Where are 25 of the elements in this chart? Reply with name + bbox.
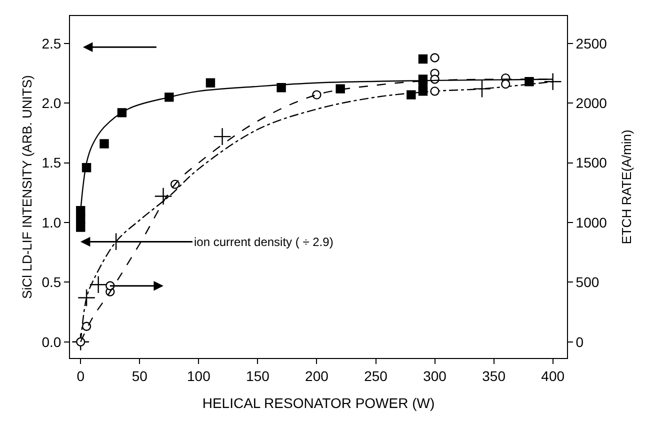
x-tick-label: 200	[305, 368, 329, 384]
x-axis-title: HELICAL RESONATOR POWER (W)	[202, 395, 435, 412]
x-tick-label: 300	[423, 368, 447, 384]
y-tick-label: 0.0	[42, 334, 62, 350]
x-tick-label: 100	[187, 368, 211, 384]
y2-tick-label: 1000	[576, 214, 608, 230]
y-axis-title: SiCl LD-LIF INTENSITY (ARB. UNITS)	[20, 75, 35, 299]
y2-axis-title: ETCH RATE(A/min)	[618, 130, 634, 244]
x-tick-label: 0	[76, 368, 85, 384]
y-tick-label: 2.0	[42, 95, 62, 112]
y-tick-label: 2.5	[42, 35, 62, 52]
y-tick-label: 1.0	[42, 214, 62, 230]
y2-tick-label: 2000	[576, 95, 608, 112]
y2-tick-label: 2500	[576, 35, 608, 52]
x-tick-label: 250	[364, 368, 388, 384]
x-tick-label: 150	[246, 368, 270, 384]
x-tick-label: 400	[541, 368, 565, 384]
y2-tick-label: 1500	[576, 154, 608, 171]
x-tick-label: 50	[132, 368, 148, 384]
y2-tick-label: 0	[576, 334, 584, 350]
y-tick-label: 0.5	[42, 274, 62, 290]
annotation: ion current density ( ÷ 2.9)	[194, 235, 334, 249]
y2-tick-label: 500	[576, 274, 600, 290]
y-tick-label: 1.5	[42, 154, 62, 171]
x-tick-label: 350	[482, 368, 506, 384]
